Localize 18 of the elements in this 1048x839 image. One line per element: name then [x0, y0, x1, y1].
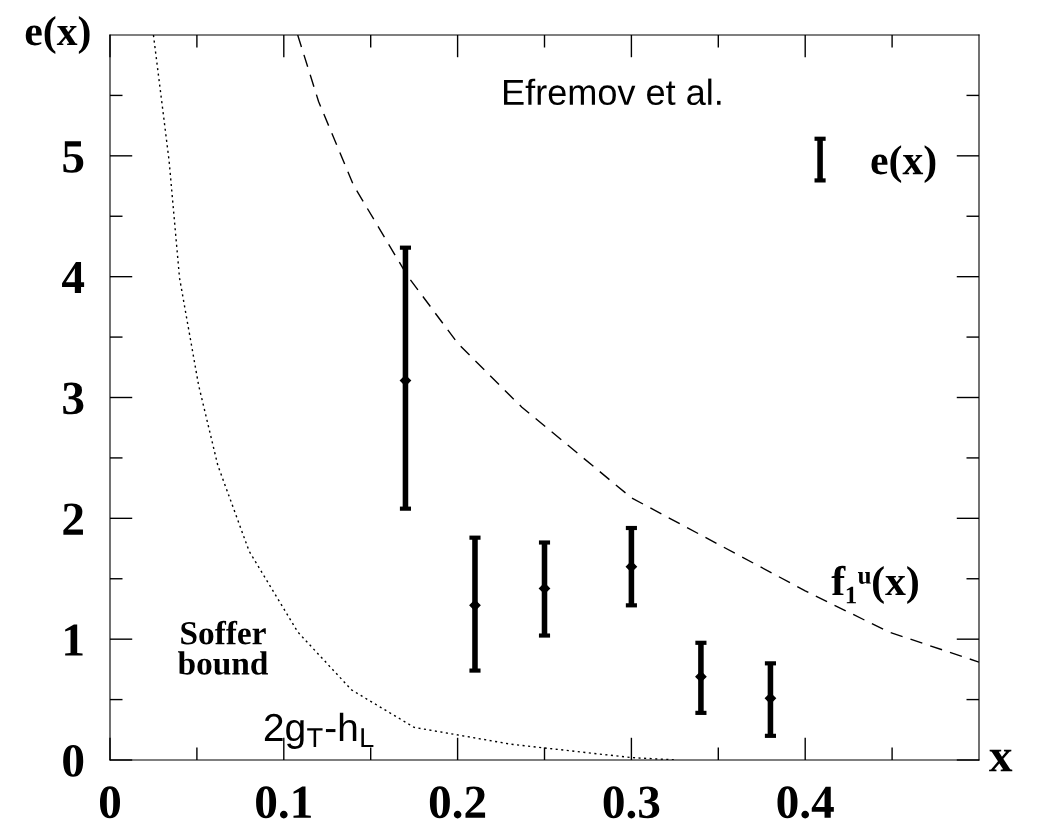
y-axis-title: e(x) [25, 16, 90, 54]
y-tick-label: 3 [63, 382, 84, 415]
x-tick-label: 0.4 [777, 786, 834, 819]
x-tick-label: 0.2 [429, 786, 486, 819]
y-tick-label: 0 [63, 744, 84, 777]
x-tick-label: 0.3 [603, 786, 660, 819]
annotation: Efremov et al. [504, 78, 721, 106]
annotation: 2g$_{T}$-h$_{L}$ [264, 712, 374, 749]
x-axis-title: x [989, 749, 1013, 772]
annotation: f₁ᵘ(x) [831, 565, 918, 604]
x-tick-label: 0 [99, 786, 121, 819]
y-tick-label: 4 [62, 261, 85, 294]
annotation: Soffer bound [177, 620, 269, 675]
y-tick-label: 2 [63, 503, 83, 535]
legend-label: e(x) [871, 145, 936, 184]
x-tick-label: 0.1 [256, 786, 311, 819]
y-tick-label: 5 [63, 141, 84, 173]
y-tick-label: 1 [65, 624, 83, 656]
